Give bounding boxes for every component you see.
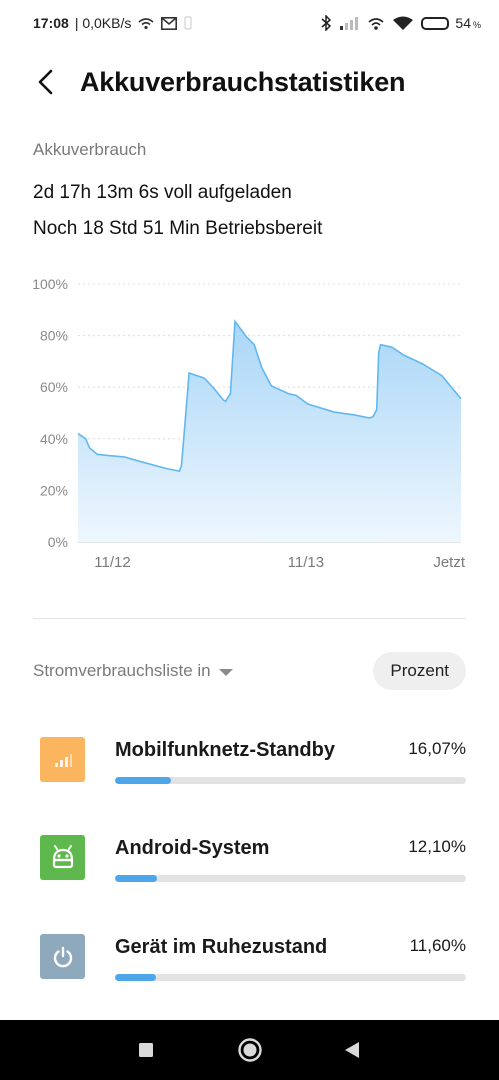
home-button[interactable]: [236, 1036, 264, 1064]
y-tick-label: 60%: [40, 379, 68, 395]
y-tick-label: 80%: [40, 328, 68, 344]
usage-progress-track: [115, 974, 466, 981]
usage-progress-fill: [115, 777, 172, 784]
cellular-signal-icon: [40, 737, 85, 782]
usage-list-header: Stromverbrauchsliste in Prozent: [33, 652, 466, 690]
back-nav-button[interactable]: [338, 1036, 366, 1064]
recents-button[interactable]: [132, 1036, 160, 1064]
battery-percent: 54%: [455, 15, 481, 31]
usage-progress-fill: [115, 875, 158, 882]
page-title: Akkuverbrauchstatistiken: [80, 66, 406, 97]
y-tick-label: 0%: [48, 534, 68, 550]
usage-item-percent: 12,10%: [408, 837, 466, 856]
back-button[interactable]: [16, 56, 76, 108]
status-bar-right: 54%: [321, 15, 481, 31]
clock: 17:08: [33, 15, 69, 31]
mail-icon: [161, 16, 178, 30]
usage-progress-track: [115, 777, 466, 784]
status-bar-left: 17:08 | 0,0KB/s: [33, 15, 193, 31]
back-arrow-icon: [38, 69, 53, 95]
usage-list-filter-label: Stromverbrauchsliste in: [33, 661, 211, 680]
hotspot-icon: [137, 16, 155, 30]
battery-percent-value: 54: [455, 15, 471, 31]
charged-duration: 2d 17h 13m 6s voll aufgeladen: [33, 182, 292, 203]
usage-item-name: Gerät im Ruhezustand: [115, 936, 328, 958]
recents-square-icon: [139, 1043, 153, 1057]
y-tick-label: 20%: [40, 482, 68, 498]
battery-level-line: [77, 319, 462, 473]
section-label-battery-usage: Akkuverbrauch: [33, 140, 147, 159]
battery-chart: 100% 80% 60% 40% 20% 0% 11/12 11/13 Jetzt: [0, 270, 499, 580]
usage-item-device-idle[interactable]: Gerät im Ruhezustand 11,60%: [33, 932, 466, 1002]
battery-indicator: 54%: [421, 15, 481, 31]
percent-button[interactable]: Prozent: [373, 652, 466, 690]
section-divider: [33, 618, 466, 619]
battery-chart-svg: 100% 80% 60% 40% 20% 0% 11/12 11/13 Jetzt: [32, 276, 466, 571]
android-icon: [40, 835, 85, 880]
power-icon: [40, 934, 85, 979]
navigation-bar: [0, 1020, 499, 1080]
network-speed: | 0,0KB/s: [74, 15, 132, 31]
back-triangle-icon: [345, 1042, 359, 1058]
y-tick-label: 40%: [40, 431, 68, 447]
battery-level-area: [78, 321, 461, 542]
x-tick-label: 11/12: [94, 554, 130, 571]
hotspot-icon-right: [367, 15, 385, 31]
signal-strength-icon: [339, 16, 359, 30]
usage-item-android-system[interactable]: Android-System 12,10%: [33, 833, 466, 903]
remaining-time: Noch 18 Std 51 Min Betriebsbereit: [33, 218, 323, 239]
usage-list-filter-dropdown[interactable]: Stromverbrauchsliste in: [33, 661, 233, 681]
x-tick-label: Jetzt: [433, 554, 466, 571]
dropdown-caret-icon: [218, 668, 233, 676]
status-bar: 17:08 | 0,0KB/s 54%: [0, 0, 499, 46]
usage-item-percent: 16,07%: [408, 739, 466, 758]
battery-icon: [421, 16, 450, 30]
usage-item-mobile-network[interactable]: Mobilfunknetz-Standby 16,07%: [33, 735, 466, 805]
usage-progress-track: [115, 875, 466, 882]
usage-item-percent: 11,60%: [409, 936, 466, 955]
notification-dot-icon: [183, 16, 193, 30]
wifi-icon: [393, 16, 414, 31]
y-tick-label: 100%: [32, 276, 68, 292]
usage-progress-fill: [115, 974, 156, 981]
usage-item-name: Mobilfunknetz-Standby: [115, 739, 335, 761]
home-circle-icon: [238, 1038, 262, 1062]
page-header: Akkuverbrauchstatistiken: [0, 56, 499, 108]
battery-percent-suffix: %: [472, 20, 481, 30]
bluetooth-icon: [321, 15, 332, 31]
x-tick-label: 11/13: [288, 554, 324, 571]
usage-item-name: Android-System: [115, 837, 270, 859]
